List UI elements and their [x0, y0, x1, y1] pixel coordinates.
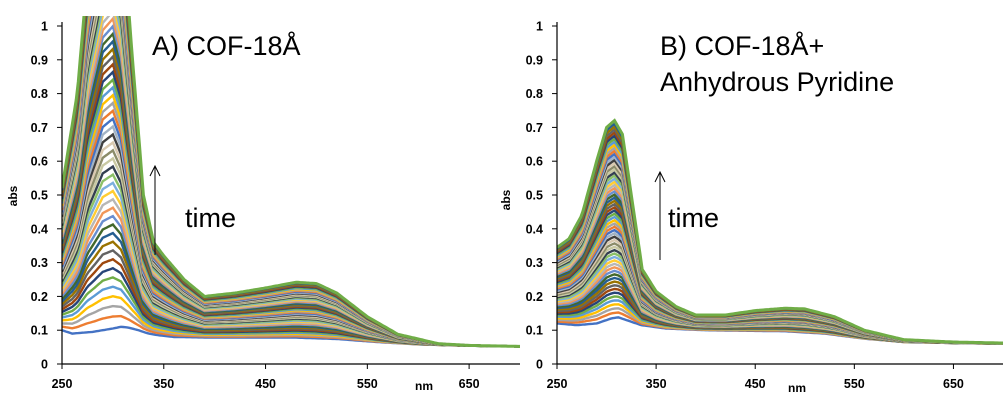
chart-panel-1: 0 0.1 0.2 0.3 0.4 0.5 0.6 0.7 0.8 0.9 1 250 350 450 55… [6, 16, 520, 393]
series-line-60 [62, 16, 520, 348]
panel-title: A) COF-18Å [152, 30, 301, 61]
x-tick-label: 250 [52, 377, 73, 391]
y-tick-label: 0.1 [31, 324, 48, 338]
x-axis-title: nm [415, 379, 433, 393]
time-annotation: time [185, 203, 236, 233]
panel-title: B) COF-18Å+ [660, 30, 824, 61]
series-line-60 [557, 118, 1003, 345]
x-axis-title: nm [788, 381, 806, 395]
y-tick-label: 0.2 [526, 290, 543, 304]
x-tick-label: 250 [547, 377, 568, 391]
x-tick-label: 450 [255, 377, 276, 391]
y-tick-label: 0.9 [31, 53, 48, 67]
y-axis-title: abs [6, 185, 20, 206]
x-tick-label: 350 [646, 377, 667, 391]
y-tick-label: 0.8 [526, 87, 543, 101]
y-tick-label: 1 [536, 20, 543, 34]
panel-title: Anhydrous Pyridine [660, 67, 894, 97]
y-axis-title: abs [499, 189, 513, 210]
y-tick-label: 0.5 [31, 189, 48, 203]
x-tick-label: 650 [943, 377, 964, 391]
time-arrowhead [654, 170, 666, 183]
x-tick-label: 550 [357, 377, 378, 391]
y-tick-label: 0.6 [526, 155, 543, 169]
x-tick-label: 350 [153, 377, 174, 391]
y-tick-label: 0 [41, 358, 48, 372]
y-tick-label: 0.6 [31, 155, 48, 169]
time-arrowhead [149, 164, 161, 177]
time-annotation: time [668, 203, 719, 233]
y-tick-label: 0.7 [31, 121, 48, 135]
y-tick-label: 0.9 [526, 53, 543, 67]
y-tick-label: 1 [41, 20, 48, 34]
y-tick-label: 0.1 [526, 324, 543, 338]
x-tick-label: 450 [745, 377, 766, 391]
y-tick-label: 0.8 [31, 87, 48, 101]
chart-panel-2: 0 0.1 0.2 0.3 0.4 0.5 0.6 0.7 0.8 0.9 1 250 350 450 55… [499, 20, 1003, 395]
y-tick-label: 0.7 [526, 121, 543, 135]
y-tick-label: 0.3 [31, 256, 48, 270]
y-tick-label: 0.2 [31, 290, 48, 304]
y-tick-label: 0.4 [31, 222, 48, 236]
series-group [557, 118, 1003, 345]
x-tick-label: 650 [459, 377, 480, 391]
series-group [62, 16, 520, 348]
x-tick-label: 550 [844, 377, 865, 391]
y-tick-label: 0.3 [526, 256, 543, 270]
y-tick-label: 0.5 [526, 189, 543, 203]
y-tick-label: 0 [536, 358, 543, 372]
y-tick-label: 0.4 [526, 222, 543, 236]
